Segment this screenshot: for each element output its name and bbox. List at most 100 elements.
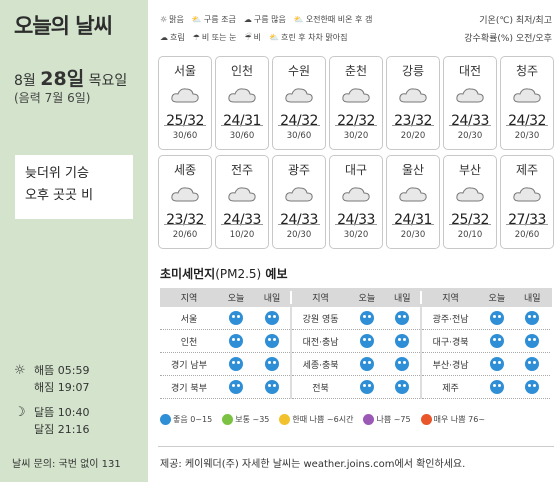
good-grade-icon (525, 357, 540, 371)
cloudy-icon (342, 88, 370, 103)
bad-icon (363, 414, 375, 425)
city-rain-probability: 20/30 (400, 230, 426, 240)
legend-cloudy-clearing: ⛅ 흐린 후 차차 맑아짐 (268, 32, 348, 42)
partly-cloudy-icon: ⛅ (191, 14, 202, 24)
legend-sunny: ☼ 맑음 (160, 14, 184, 24)
region-name: 서울 (180, 314, 198, 325)
city-temperature: 23/32 (166, 212, 204, 228)
sunny-icon: ☼ (160, 14, 168, 24)
table-row: 세종·충북 (292, 353, 420, 376)
temp-note: 기온(℃) 최저/최고 (479, 16, 552, 26)
city-card: 대구 24/33 30/20 (329, 155, 383, 249)
table-row: 전북 (292, 376, 420, 399)
city-rain-probability: 30/60 (229, 131, 255, 141)
rain-note: 강수확률(%) 오전/오후 (464, 34, 552, 44)
legend-rain-or-snow: ☂ 비 또는 눈 (192, 32, 237, 42)
city-name: 인천 (230, 64, 254, 78)
city-rain-probability: 20/60 (172, 230, 198, 240)
card-divider (164, 125, 206, 126)
city-rain-probability: 20/10 (457, 230, 483, 240)
good-grade-icon (359, 357, 374, 371)
city-rain-probability: 20/20 (400, 131, 426, 141)
legend-item: 좋음 0~15 (160, 414, 212, 425)
good-grade-icon (489, 311, 504, 325)
cloudy-icon (399, 187, 427, 202)
good-grade-icon (489, 380, 504, 394)
city-card: 전주 24/33 10/20 (215, 155, 269, 249)
city-temperature: 24/33 (223, 212, 261, 228)
legend-morning-rain-clearing: ⛅ 오전한때 비온 후 갬 (293, 14, 373, 24)
city-name: 대전 (458, 64, 482, 78)
good-grade-icon (395, 311, 410, 325)
good-grade-icon (395, 334, 410, 348)
card-divider (164, 224, 206, 225)
city-name: 광주 (287, 163, 311, 177)
date-day: 28일 (40, 68, 85, 90)
city-temperature: 24/33 (337, 212, 375, 228)
city-card: 청주 24/32 20/30 (500, 56, 554, 150)
table-row: 광주·전남 (422, 307, 550, 330)
card-divider (392, 125, 434, 126)
moonrise-time: 10:40 (57, 406, 90, 419)
good-grade-icon (229, 311, 243, 325)
card-divider (449, 224, 491, 225)
source-footer: 제공: 케이웨더(주) 자세한 날씨는 weather.joins.com에서 … (160, 459, 466, 470)
city-card: 세종 23/32 20/60 (158, 155, 212, 249)
city-card: 춘천 22/32 30/20 (329, 56, 383, 150)
rain-then-clear-icon: ⛅ (293, 14, 304, 24)
region-name: 대전·충남 (302, 337, 339, 348)
pm-table-header: 지역 오늘 내일 지역 오늘 내일 지역 오늘 내일 (160, 288, 552, 307)
city-name: 울산 (401, 163, 425, 177)
card-divider (392, 224, 434, 225)
table-row: 대전·충남 (292, 330, 420, 353)
card-divider (506, 224, 548, 225)
city-rain-probability: 20/60 (514, 230, 540, 240)
legend-partly-cloudy: ⛅ 구름 조금 (191, 14, 236, 24)
city-name: 대구 (344, 163, 368, 177)
cloudy-icon (342, 187, 370, 202)
good-grade-icon (265, 311, 279, 325)
cloudy-icon (456, 187, 484, 202)
sun-times: ☼ 해뜸 05:59 해짐 19:07 (14, 362, 89, 396)
sunrise-label: 해뜸 (34, 364, 55, 377)
card-divider (335, 224, 377, 225)
pm-column-group: 서울 인천 경기 남부 경기 북부 (160, 307, 290, 399)
pm-unit: (PM2.5) (215, 267, 262, 281)
moon-icon: ☽ (14, 405, 26, 420)
sidebar: 오늘의 날씨 8월 28일 목요일 (음력 7월 6일) 늦더위 기승 오후 곳… (0, 0, 148, 482)
city-name: 세종 (173, 163, 197, 177)
city-temperature: 25/32 (451, 212, 489, 228)
date-month: 8월 (14, 73, 36, 89)
rain-icon: ☔ (244, 32, 252, 42)
good-icon (160, 414, 171, 425)
good-grade-icon (395, 380, 410, 394)
city-rain-probability: 30/20 (343, 131, 369, 141)
cloudy-icon (171, 88, 199, 103)
sunset-time: 19:07 (57, 381, 90, 394)
city-rain-probability: 10/20 (229, 230, 255, 240)
table-row: 경기 북부 (160, 376, 290, 399)
good-grade-icon (395, 357, 410, 371)
city-card: 광주 24/33 20/30 (272, 155, 326, 249)
good-grade-icon (229, 357, 243, 371)
city-name: 춘천 (344, 64, 368, 78)
region-name: 경기 남부 (171, 360, 207, 371)
city-temperature: 25/32 (166, 113, 204, 129)
table-row: 대구·경북 (422, 330, 550, 353)
cloudy-icon (228, 187, 256, 202)
card-divider (506, 125, 548, 126)
card-divider (221, 224, 263, 225)
city-card: 서울 25/32 30/60 (158, 56, 212, 150)
date-weekday: 목요일 (88, 73, 128, 89)
good-grade-icon (229, 334, 243, 348)
card-divider (221, 125, 263, 126)
sunset-label: 해짐 (34, 381, 55, 394)
good-grade-icon (265, 334, 279, 348)
city-name: 전주 (230, 163, 254, 177)
city-temperature: 22/32 (337, 113, 375, 129)
card-divider (278, 125, 320, 126)
region-name: 강원 영동 (302, 314, 339, 325)
cloudy-icon (285, 88, 313, 103)
city-rain-probability: 30/60 (286, 131, 312, 141)
